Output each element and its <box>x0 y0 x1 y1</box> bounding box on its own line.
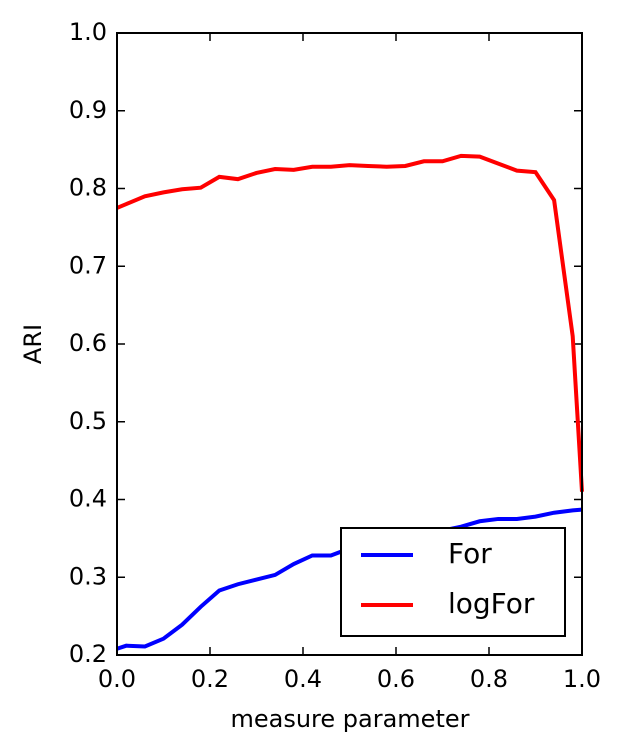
y-tick-label: 0.8 <box>69 174 107 202</box>
x-tick-label: 0.2 <box>191 665 229 693</box>
y-tick-label: 0.6 <box>69 329 107 357</box>
plot-frame <box>116 32 583 656</box>
y-tick-label: 0.5 <box>69 407 107 435</box>
legend-label: For <box>448 537 492 570</box>
x-tick-label: 0.4 <box>284 665 322 693</box>
x-tick-label: 0.0 <box>98 665 136 693</box>
x-tick-label: 0.6 <box>377 665 415 693</box>
y-tick-label: 0.7 <box>69 251 107 279</box>
x-tick-label: 0.8 <box>470 665 508 693</box>
y-tick-label: 0.3 <box>69 562 107 590</box>
y-tick-label: 0.2 <box>69 640 107 668</box>
y-axis-label: ARI <box>19 324 47 364</box>
x-axis-label: measure parameter <box>230 705 469 733</box>
line-series <box>116 153 584 492</box>
legend-box <box>340 527 566 637</box>
x-tick-label: 1.0 <box>563 665 601 693</box>
y-tick-label: 0.9 <box>69 96 107 124</box>
y-tick-label: 1.0 <box>69 18 107 46</box>
legend-label: logFor <box>448 587 535 620</box>
y-tick-label: 0.4 <box>69 485 107 513</box>
